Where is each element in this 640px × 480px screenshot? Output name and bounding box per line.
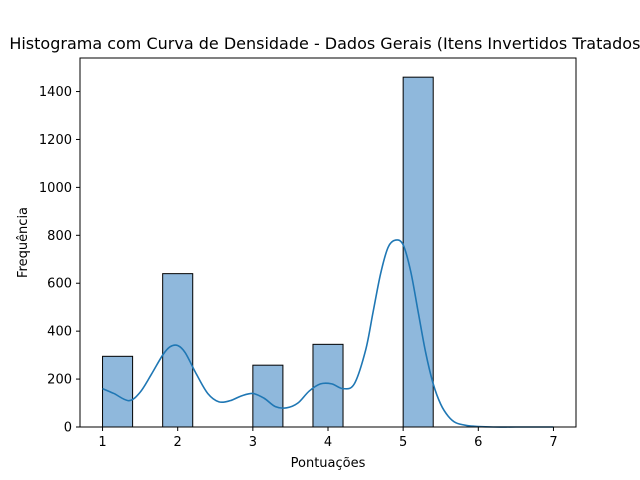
x-tick-label: 6 <box>474 435 482 450</box>
x-axis-ticks: 1 2 3 4 5 6 7 <box>98 427 558 450</box>
x-tick-label: 5 <box>399 435 407 450</box>
x-tick-label: 1 <box>98 435 106 450</box>
y-tick-label: 1400 <box>39 85 72 100</box>
y-tick-label: 1000 <box>39 181 72 196</box>
histogram-bar-2 <box>162 273 194 428</box>
y-axis-label: Frequência <box>16 207 31 278</box>
y-tick-label: 0 <box>64 421 72 436</box>
x-tick-label: 3 <box>249 435 257 450</box>
y-tick-label: 600 <box>47 277 72 292</box>
y-tick-label: 200 <box>47 373 72 388</box>
x-axis-label: Pontuações <box>291 456 366 471</box>
y-tick-label: 400 <box>47 325 72 340</box>
x-tick-label: 7 <box>549 435 557 450</box>
histogram-bar-3 <box>252 364 284 428</box>
y-tick-label: 800 <box>47 229 72 244</box>
histogram-bars <box>102 76 434 428</box>
histogram-bar-1 <box>102 355 134 428</box>
density-curve <box>102 239 554 428</box>
histogram-bar-5 <box>402 76 434 428</box>
chart-title: Histograma com Curva de Densidade - Dado… <box>9 34 640 53</box>
y-tick-label: 1200 <box>39 133 72 148</box>
y-axis-ticks: 0 200 400 600 800 1000 1200 1400 <box>39 85 80 436</box>
x-tick-label: 2 <box>174 435 182 450</box>
x-tick-label: 4 <box>324 435 332 450</box>
